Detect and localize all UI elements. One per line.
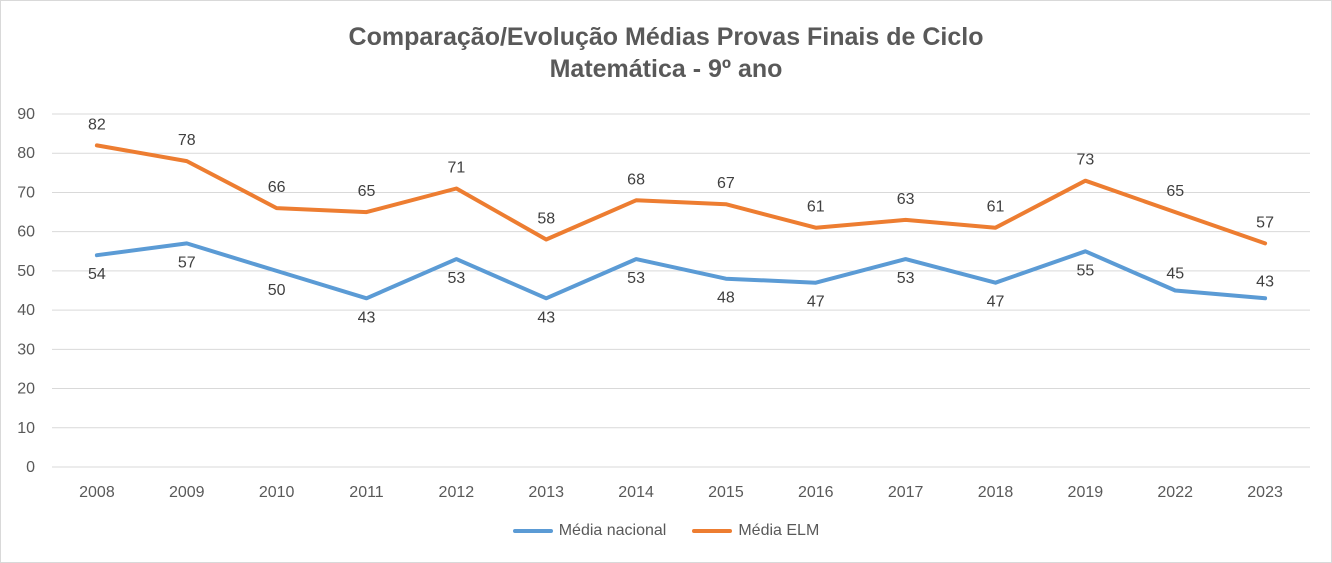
data-label-media-nacional: 48 (717, 290, 735, 307)
data-label-media-nacional: 55 (1076, 262, 1094, 279)
y-tick-label: 0 (26, 459, 35, 476)
legend-label-media-nacional: Média nacional (558, 522, 667, 539)
y-tick-label: 60 (17, 224, 35, 241)
x-tick-label: 2017 (888, 484, 924, 501)
legend-swatch-media-nacional (512, 529, 553, 533)
legend-item-media-nacional: Média nacional (512, 522, 667, 540)
data-label-media-nacional: 43 (358, 309, 376, 326)
x-tick-label: 2019 (1068, 484, 1104, 501)
x-tick-label: 2008 (79, 484, 115, 501)
y-tick-label: 80 (17, 145, 35, 162)
chart-subtitle: Matemática - 9º ano (549, 55, 783, 83)
data-label-media-nacional: 53 (447, 270, 465, 287)
x-tick-label: 2011 (349, 484, 384, 501)
legend: Média nacional Média ELM (1, 522, 1331, 540)
data-label-media-elm: 67 (717, 175, 735, 192)
data-label-media-elm: 57 (1256, 214, 1274, 231)
data-label-media-nacional: 57 (178, 254, 196, 271)
y-tick-label: 30 (17, 341, 35, 358)
data-label-media-nacional: 53 (627, 270, 645, 287)
x-tick-label: 2018 (978, 484, 1014, 501)
data-label-media-elm: 61 (807, 199, 825, 216)
chart-title-block: Comparação/Evolução Médias Provas Finais… (1, 21, 1331, 85)
y-tick-label: 90 (17, 106, 35, 123)
data-label-media-elm: 66 (268, 179, 286, 196)
legend-label-media-elm: Média ELM (738, 522, 820, 539)
x-tick-label: 2012 (439, 484, 475, 501)
x-tick-label: 2014 (618, 484, 654, 501)
x-tick-label: 2013 (528, 484, 564, 501)
data-label-media-nacional: 53 (897, 270, 915, 287)
x-tick-label: 2015 (708, 484, 744, 501)
chart-title: Comparação/Evolução Médias Provas Finais… (348, 23, 984, 51)
x-tick-label: 2009 (169, 484, 205, 501)
y-tick-label: 70 (17, 184, 35, 201)
legend-swatch-media-elm (692, 529, 733, 533)
legend-item-media-elm: Média ELM (692, 522, 819, 540)
data-label-media-elm: 68 (627, 171, 645, 188)
series-line-media-nacional (94, 241, 1268, 301)
data-label-media-elm: 65 (1166, 183, 1184, 200)
y-tick-label: 40 (17, 302, 35, 319)
x-tick-label: 2023 (1247, 484, 1283, 501)
data-label-media-nacional: 45 (1166, 266, 1184, 283)
data-label-media-nacional: 43 (1256, 273, 1274, 290)
data-label-media-elm: 78 (178, 132, 196, 149)
y-tick-label: 20 (17, 381, 35, 398)
x-tick-label: 2022 (1157, 484, 1193, 501)
data-label-media-nacional: 47 (987, 294, 1005, 311)
x-tick-label: 2016 (798, 484, 834, 501)
y-tick-label: 50 (17, 263, 35, 280)
data-label-media-elm: 71 (447, 160, 465, 177)
data-label-media-nacional: 47 (807, 294, 825, 311)
data-label-media-nacional: 54 (88, 266, 106, 283)
data-label-media-nacional: 43 (537, 309, 555, 326)
data-label-media-elm: 65 (358, 183, 376, 200)
data-label-media-elm: 63 (897, 191, 915, 208)
x-tick-label: 2010 (259, 484, 295, 501)
series-line-media-elm (94, 143, 1268, 246)
data-label-media-elm: 82 (88, 116, 106, 133)
y-tick-label: 10 (17, 420, 35, 437)
data-label-media-elm: 73 (1076, 152, 1094, 169)
data-label-media-elm: 61 (987, 199, 1005, 216)
data-label-media-elm: 58 (537, 211, 555, 228)
data-label-media-nacional: 50 (268, 282, 286, 299)
